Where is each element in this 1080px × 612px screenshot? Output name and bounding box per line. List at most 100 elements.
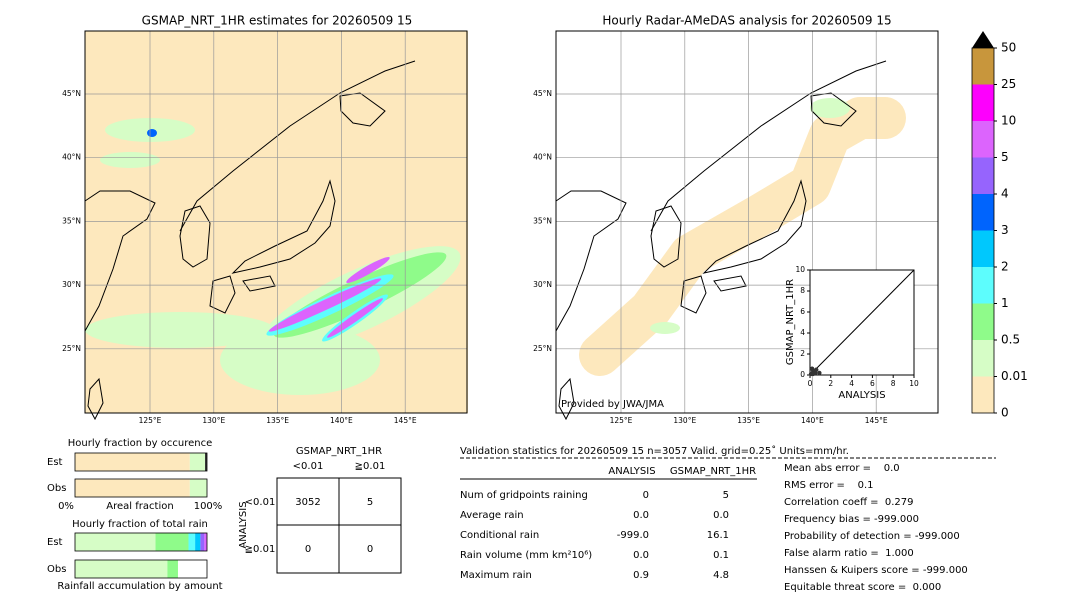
stat-value: 4.8 (713, 570, 729, 581)
x-tick-label: 10 (909, 379, 919, 388)
lon-label: 140°E (330, 416, 353, 425)
row-axis: ANALYSIS (238, 501, 249, 548)
colorbar-segment (972, 340, 994, 377)
stat-label: Maximum rain (460, 570, 532, 581)
col-header: ≧0.01 (355, 461, 386, 472)
bar-segment (167, 560, 178, 578)
colorbar-label: 1 (1001, 296, 1009, 310)
lon-label: 135°E (266, 416, 289, 425)
lat-label: 40°N (62, 153, 81, 162)
score: RMS error = 0.1 (784, 480, 874, 491)
column-header: GSMAP_NRT_1HR (670, 466, 756, 477)
bar-segment (204, 533, 207, 551)
colorbar-extension (972, 31, 994, 48)
colorbar-segment (972, 121, 994, 158)
row-label: Obs (47, 564, 66, 575)
col-header: <0.01 (293, 461, 324, 472)
stat-value: 0.1 (713, 550, 729, 561)
colorbar-segment (972, 376, 994, 413)
bar-segment (75, 479, 190, 497)
lat-label: 40°N (533, 153, 552, 162)
score: Mean abs error = 0.0 (784, 463, 900, 474)
bar-frame (74, 559, 208, 579)
colorbar-label: 0.5 (1001, 333, 1020, 347)
stat-label: Rain volume (mm km²10⁶) (460, 550, 592, 561)
table-cell: 0 (305, 544, 311, 555)
inset-ylabel: GSMAP_NRT_1HR (785, 279, 796, 365)
bar-segment (75, 453, 190, 471)
lon-label: 125°E (610, 416, 633, 425)
bar-frame (74, 532, 208, 552)
contingency-title: GSMAP_NRT_1HR (296, 446, 382, 457)
lon-label: 145°E (865, 416, 888, 425)
stat-label: Conditional rain (460, 530, 539, 541)
y-tick-label: 0 (800, 370, 805, 379)
table-cell: 3052 (295, 497, 320, 508)
stat-value: -999.0 (617, 530, 649, 541)
lon-label: 135°E (737, 416, 760, 425)
stat-label: Average rain (460, 510, 524, 521)
colorbar-label: 4 (1001, 187, 1009, 201)
x-tick-label: 2 (828, 379, 833, 388)
validation-header: Validation statistics for 20260509 15 n=… (460, 445, 849, 457)
column-header: ANALYSIS (608, 466, 655, 477)
one-to-one-line (809, 269, 915, 376)
panel-title: Hourly fraction by occurence (68, 438, 212, 449)
bar-segment (189, 453, 206, 471)
x-tick-label: 4 (849, 379, 854, 388)
colorbar-segment (972, 194, 994, 231)
right-map-title: Hourly Radar-AMeDAS analysis for 2026050… (602, 14, 891, 28)
axis-label: Areal fraction (106, 501, 173, 512)
lat-label: 25°N (62, 344, 81, 353)
axis-label: Rainfall accumulation by amount (57, 581, 222, 592)
colorbar-label: 3 (1001, 223, 1009, 237)
table-cell: 0 (367, 544, 373, 555)
lon-label: 145°E (394, 416, 417, 425)
axis-min: 0% (58, 501, 74, 512)
score: Correlation coeff = 0.279 (784, 497, 914, 508)
stat-value: 0.0 (713, 510, 729, 521)
colorbar-label: 25 (1001, 77, 1016, 91)
colorbar-label: 50 (1001, 41, 1016, 55)
colorbar-label: 5 (1001, 150, 1009, 164)
stat-value: 0.0 (633, 550, 649, 561)
score: Equitable threat score = 0.000 (784, 582, 941, 593)
score: Probability of detection = -999.000 (784, 531, 960, 542)
bar-segment (195, 533, 201, 551)
bar-segment (155, 533, 189, 551)
lat-label: 30°N (533, 280, 552, 289)
axis-max: 100% (194, 501, 223, 512)
colorbar-label: 2 (1001, 260, 1009, 274)
row-label: Est (47, 457, 63, 468)
score: Hanssen & Kuipers score = -999.000 (784, 565, 968, 576)
row-label: Est (47, 537, 63, 548)
colorbar-segment (972, 157, 994, 194)
lon-label: 125°E (139, 416, 162, 425)
row-header: <0.01 (245, 497, 276, 508)
y-tick-label: 8 (800, 286, 805, 295)
stat-value: 0 (643, 490, 649, 501)
scatter-point (810, 371, 816, 377)
scatter-point (814, 367, 819, 372)
bar-segment (205, 453, 207, 471)
stat-value: 5 (723, 490, 729, 501)
bar-frame (74, 452, 208, 472)
lat-label: 35°N (533, 216, 552, 225)
colorbar-label: 10 (1001, 114, 1016, 128)
x-tick-label: 0 (808, 379, 813, 388)
panel-title: Hourly fraction of total rain (72, 519, 208, 530)
lat-label: 45°N (533, 89, 552, 98)
inset-xlabel: ANALYSIS (838, 390, 885, 401)
colorbar-segment (972, 84, 994, 121)
scatter-point (809, 366, 815, 371)
stat-value: 16.1 (707, 530, 729, 541)
x-tick-label: 6 (870, 379, 875, 388)
bar-segment (188, 533, 196, 551)
colorbar-segment (972, 267, 994, 304)
y-tick-label: 10 (795, 265, 805, 274)
bar-segment (75, 533, 156, 551)
lat-label: 35°N (62, 216, 81, 225)
colorbar-label: 0 (1001, 406, 1009, 420)
y-tick-label: 4 (800, 328, 805, 337)
colorbar-segment (972, 303, 994, 340)
